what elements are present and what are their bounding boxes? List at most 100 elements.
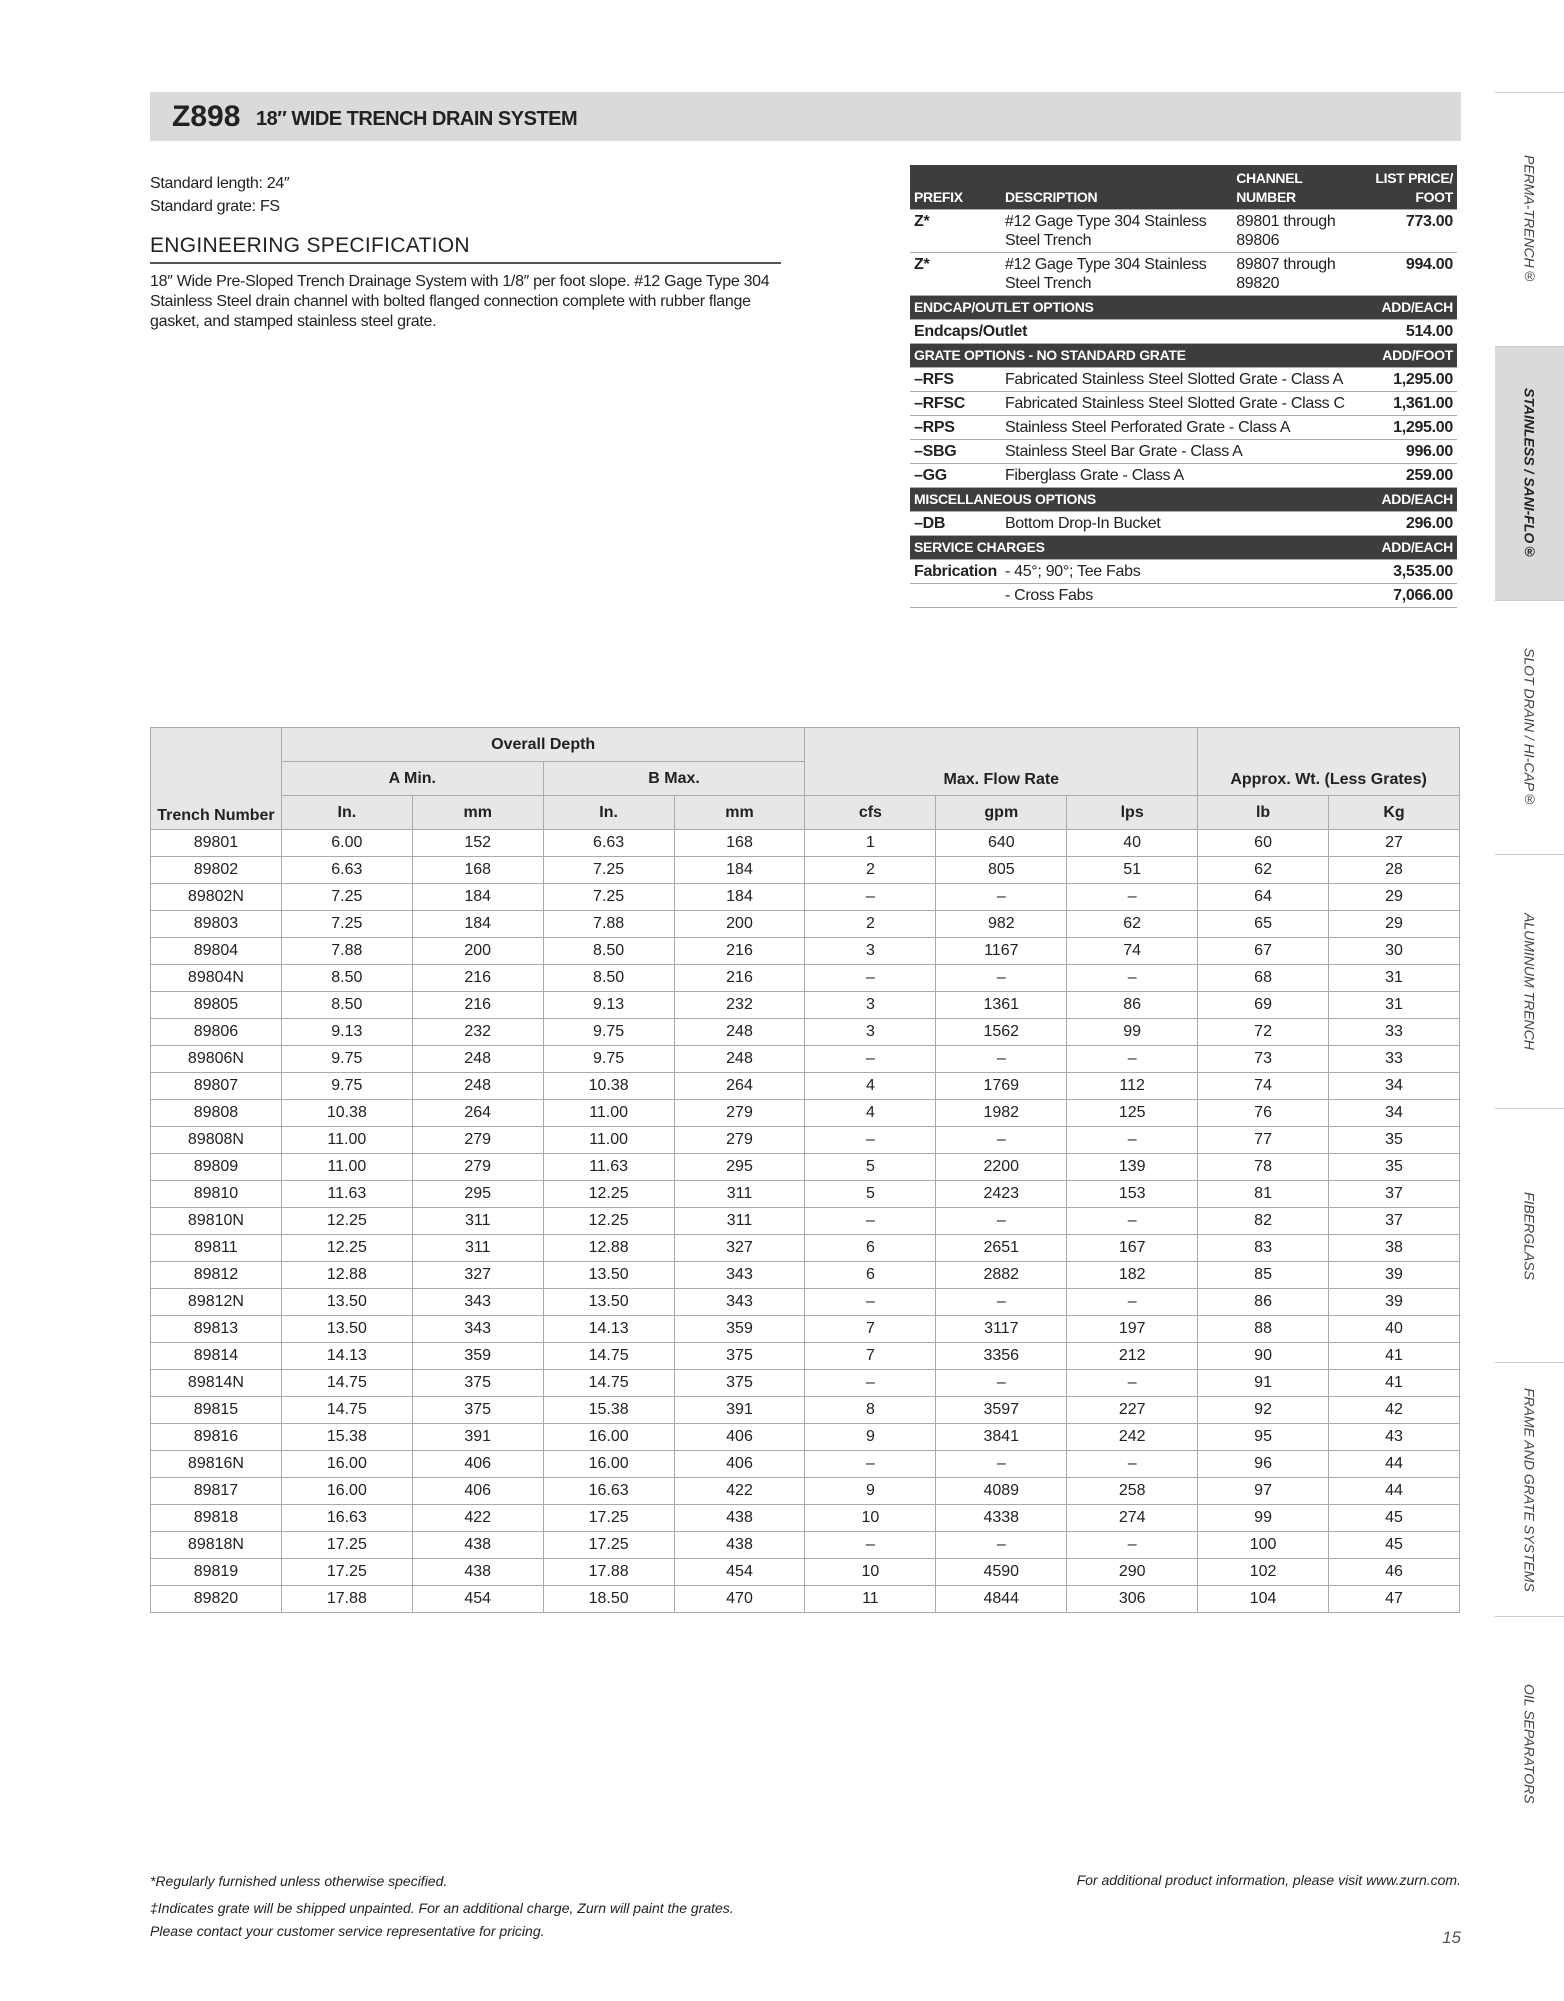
col-header: Overall Depth <box>280 727 806 762</box>
cell: 422 <box>673 1477 806 1505</box>
cell: 438 <box>673 1531 806 1559</box>
cell: 89810N <box>150 1207 282 1235</box>
cell: 6.63 <box>280 856 413 884</box>
cell: 438 <box>411 1531 544 1559</box>
side-tab-label: FIBERGLASS <box>1521 1191 1538 1280</box>
data-row: 89814N 14.75 375 14.75 375– – –91 41 <box>150 1369 1460 1397</box>
cell: 104 <box>1197 1585 1330 1613</box>
cell: 51 <box>1066 856 1199 884</box>
side-tab: STAINLESS / SANI-FLO® <box>1495 346 1564 600</box>
cell: 11.63 <box>542 1153 675 1181</box>
data-row: 89817 16.00 406 16.63 422 9 4089 258 97 44 <box>150 1477 1460 1505</box>
price: 3,535.00 <box>1359 559 1457 584</box>
cell: 125 <box>1066 1099 1199 1127</box>
cell: 438 <box>673 1504 806 1532</box>
cell: 7 <box>804 1342 937 1370</box>
cell: 1 <box>804 829 937 857</box>
cell: 11.00 <box>280 1126 413 1154</box>
cell: 11.00 <box>542 1099 675 1127</box>
cell: 60 <box>1197 829 1330 857</box>
cell: 83 <box>1197 1234 1330 1262</box>
cell: 9.75 <box>542 1018 675 1046</box>
cell: 242 <box>1066 1423 1199 1451</box>
cell: 470 <box>673 1585 806 1613</box>
cell: 311 <box>673 1207 806 1235</box>
description: - 45°; 90°; Tee Fabs <box>1000 559 1359 584</box>
cell: 74 <box>1197 1072 1330 1100</box>
cell: – <box>935 1369 1068 1397</box>
data-row: 89818N 17.25 438 17.25 438– – –100 45 <box>150 1531 1460 1559</box>
prefix: –RPS <box>910 415 1001 440</box>
cell: 343 <box>411 1288 544 1316</box>
description: - Cross Fabs <box>1000 583 1359 608</box>
cell: 184 <box>411 910 544 938</box>
cell: 9.75 <box>280 1045 413 1073</box>
option-row: –RFS Fabricated Stainless Steel Slotted G… <box>910 367 1457 392</box>
cell: 375 <box>673 1342 806 1370</box>
cell: 359 <box>411 1342 544 1370</box>
cell: – <box>1066 883 1199 911</box>
unit-header: mm <box>411 795 544 830</box>
unit-header: Kg <box>1328 795 1460 830</box>
data-row: 89809 11.00 279 11.63 295 5 2200 139 78 35 <box>150 1153 1460 1181</box>
col-header: Max. Flow Rate <box>804 727 1199 796</box>
cell: 13.50 <box>542 1288 675 1316</box>
cell: 2 <box>804 856 937 884</box>
cell: 89806N <box>150 1045 282 1073</box>
cell: 311 <box>411 1207 544 1235</box>
cell: 14.13 <box>280 1342 413 1370</box>
cell: – <box>935 1126 1068 1154</box>
cell: 406 <box>673 1423 806 1451</box>
cell: 89812 <box>150 1261 282 1289</box>
side-tab-label: STAINLESS / SANI-FLO® <box>1521 387 1538 560</box>
cell: 805 <box>935 856 1068 884</box>
cell: 279 <box>411 1126 544 1154</box>
cell: 38 <box>1328 1234 1460 1262</box>
section-title: ENDCAP/OUTLET OPTIONS <box>910 295 1359 320</box>
cell: 9.75 <box>280 1072 413 1100</box>
cell: 69 <box>1197 991 1330 1019</box>
cell: 85 <box>1197 1261 1330 1289</box>
cell: 88 <box>1197 1315 1330 1343</box>
cell: 4 <box>804 1099 937 1127</box>
cell: 391 <box>673 1396 806 1424</box>
cell: 264 <box>411 1099 544 1127</box>
cell: 14.75 <box>542 1369 675 1397</box>
cell: 43 <box>1328 1423 1460 1451</box>
price: 1,295.00 <box>1359 367 1457 392</box>
data-row: 89812N 13.50 343 13.50 343– – –86 39 <box>150 1288 1460 1316</box>
cell: 4844 <box>935 1585 1068 1613</box>
cell: 16.63 <box>542 1477 675 1505</box>
unit-header: In. <box>542 795 675 830</box>
cell: 7.25 <box>542 883 675 911</box>
cell: 28 <box>1328 856 1460 884</box>
cell: 295 <box>411 1180 544 1208</box>
cell: 290 <box>1066 1558 1199 1586</box>
cell: 34 <box>1328 1099 1460 1127</box>
option-row: –GG Fiberglass Grate - Class A 259.00 <box>910 463 1457 488</box>
product-title: 18″ WIDE TRENCH DRAIN SYSTEM <box>256 108 578 130</box>
cell: 90 <box>1197 1342 1330 1370</box>
data-row: 89820 17.88 454 18.50 470 11 4844 306 104 47 <box>150 1585 1460 1613</box>
side-tab: SLOT DRAIN / HI-CAP® <box>1495 600 1564 854</box>
cell: 295 <box>673 1153 806 1181</box>
cell: 86 <box>1066 991 1199 1019</box>
standard-length: Standard length: 24″ <box>150 175 290 192</box>
cell: 216 <box>411 964 544 992</box>
cell: 1982 <box>935 1099 1068 1127</box>
cell: 89817 <box>150 1477 282 1505</box>
cell: 343 <box>673 1288 806 1316</box>
cell: 89818 <box>150 1504 282 1532</box>
price: 1,295.00 <box>1359 415 1457 440</box>
data-row: 89811 12.25 311 12.88 327 6 2651 167 83 38 <box>150 1234 1460 1262</box>
page-number: 15 <box>1442 1928 1461 1947</box>
cell: 216 <box>673 937 806 965</box>
cell: 16.63 <box>280 1504 413 1532</box>
data-row: 89802N 7.25 184 7.25 184– – –64 29 <box>150 883 1460 911</box>
cell: 13.50 <box>280 1315 413 1343</box>
cell: 4 <box>804 1072 937 1100</box>
cell: 6.63 <box>542 829 675 857</box>
cell: 200 <box>673 910 806 938</box>
cell: 10.38 <box>542 1072 675 1100</box>
footnote: ‡Indicates grate will be shipped unpaint… <box>150 1900 734 1916</box>
